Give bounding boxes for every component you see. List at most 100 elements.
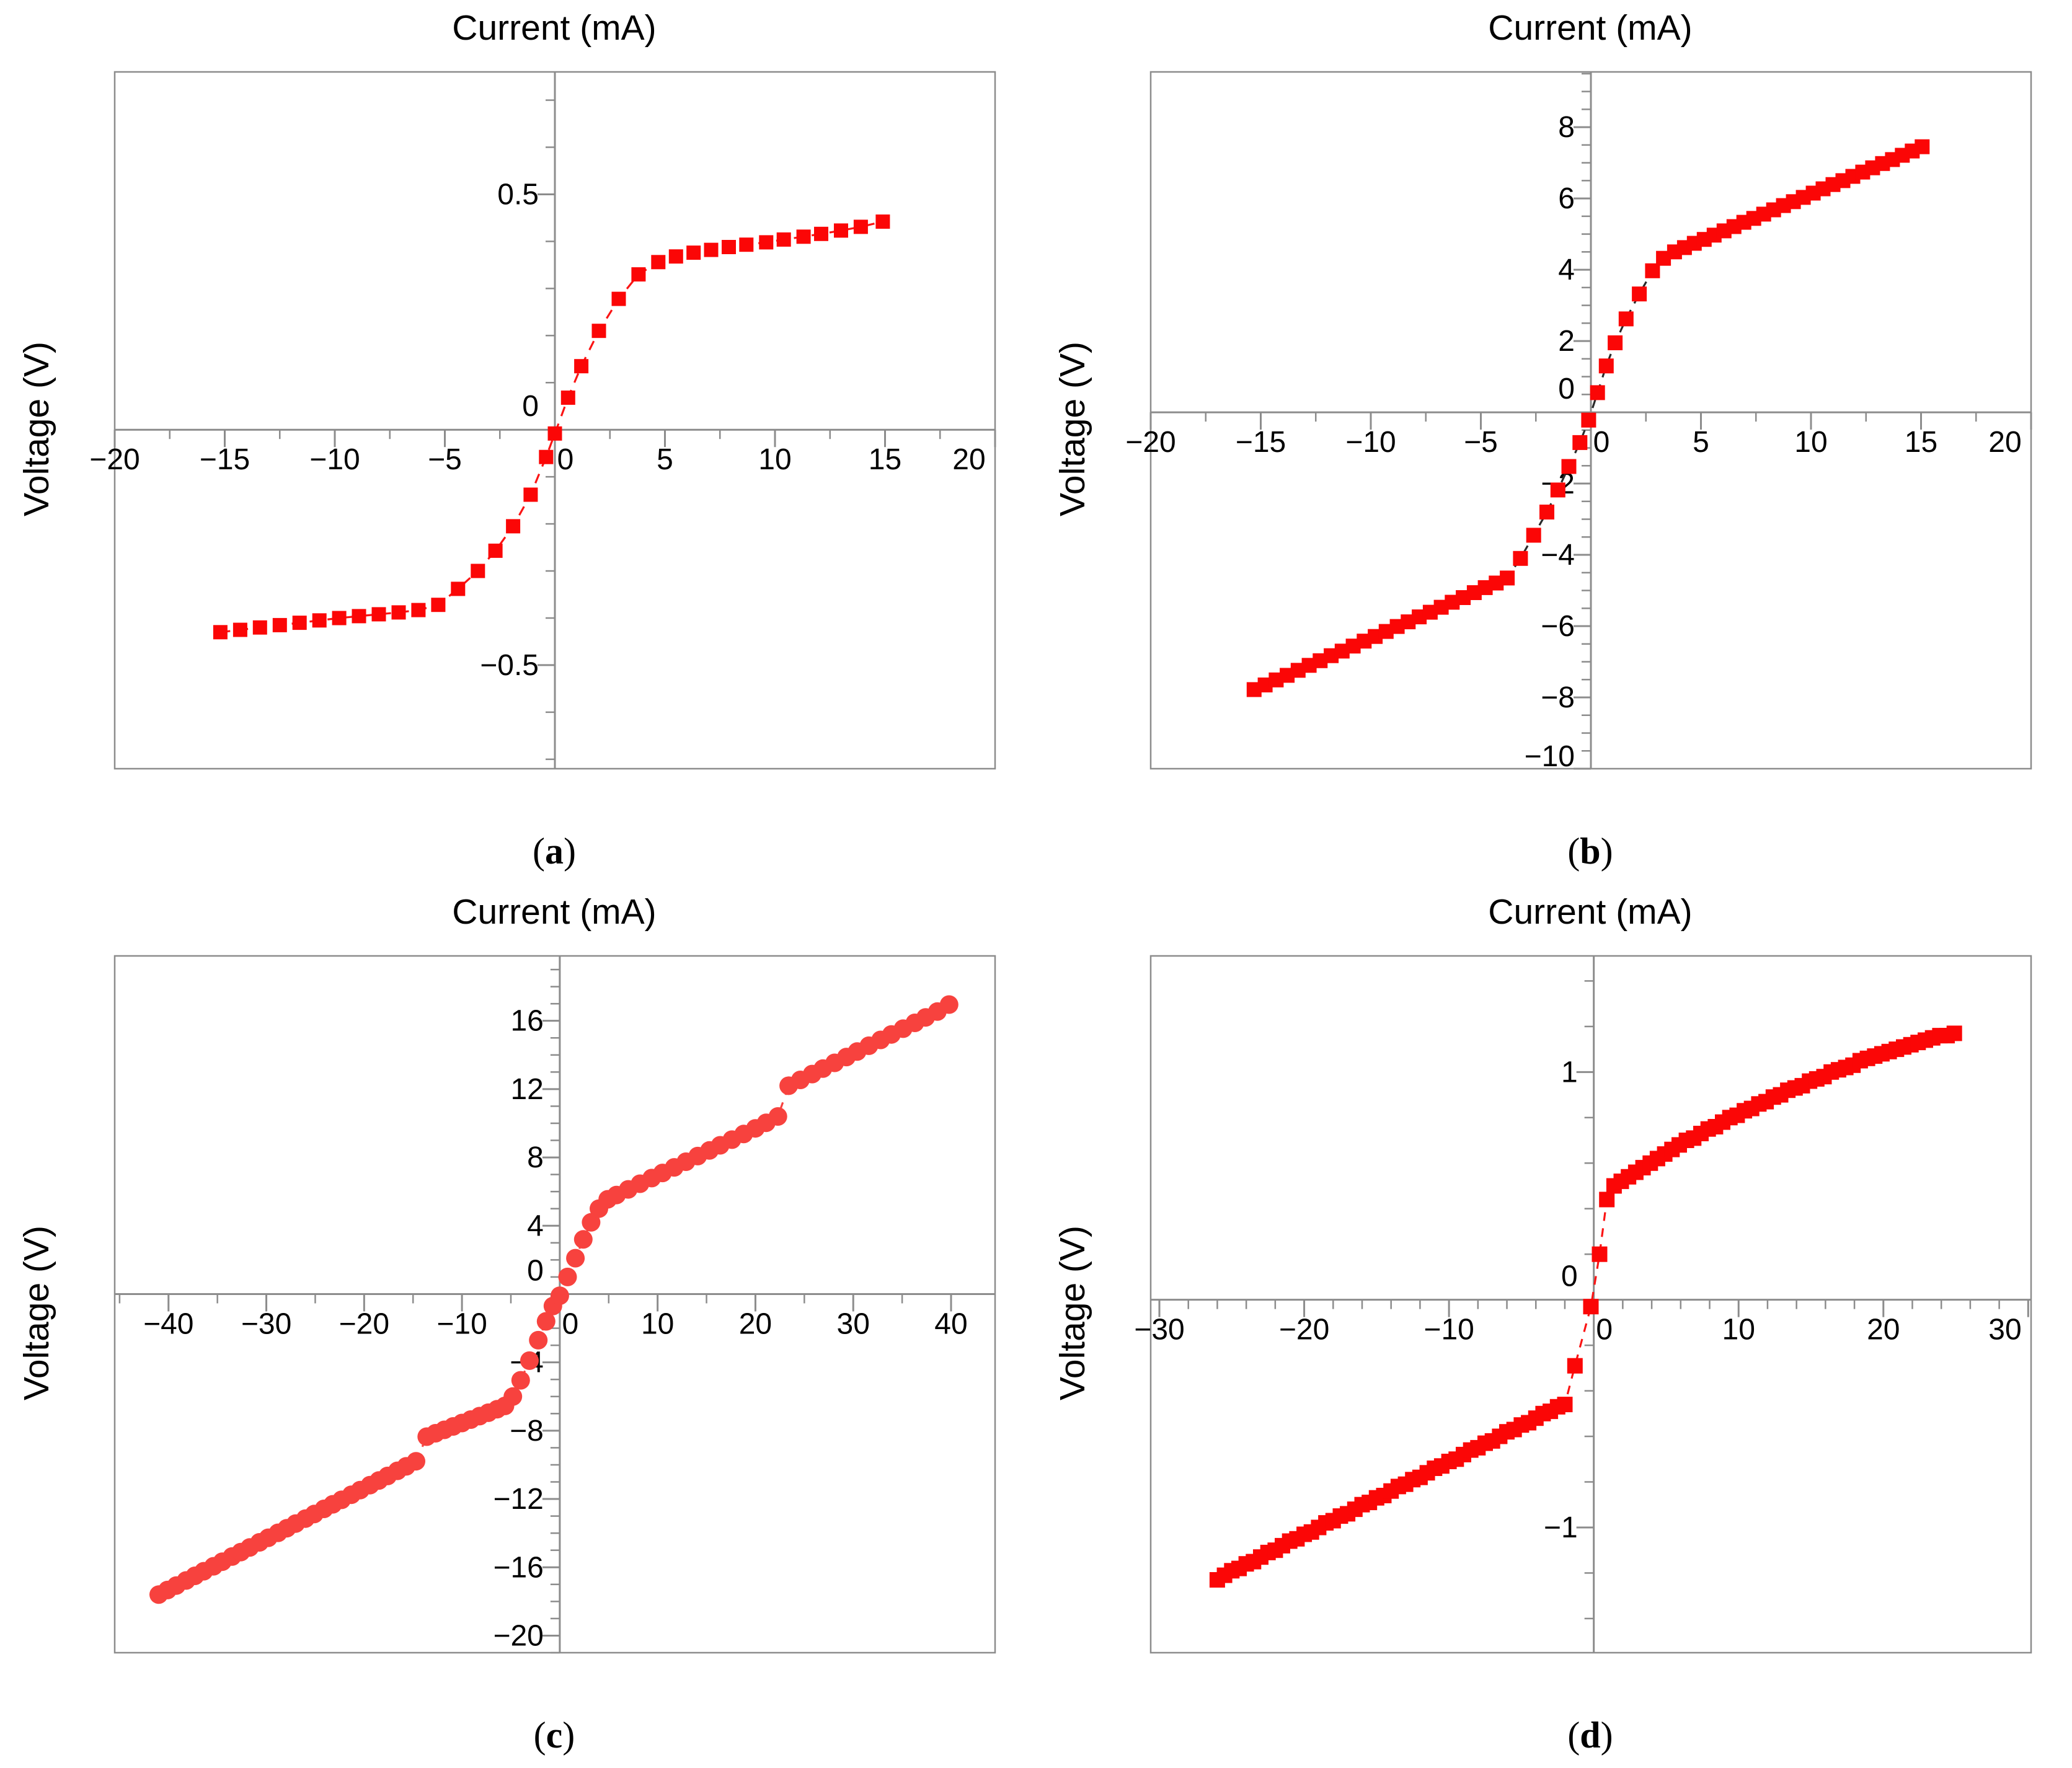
data-point xyxy=(853,219,868,234)
data-point xyxy=(560,391,575,405)
x-tick-label: −10 xyxy=(1423,1314,1474,1346)
caption-letter: b xyxy=(1580,831,1601,872)
y-tick-label: 0 xyxy=(1558,373,1575,405)
x-tick-label: −20 xyxy=(89,443,139,476)
data-point xyxy=(371,607,386,622)
data-point xyxy=(550,1286,569,1306)
data-point xyxy=(1915,139,1930,154)
data-point xyxy=(768,1107,787,1126)
data-point xyxy=(573,1230,593,1249)
data-point xyxy=(1500,570,1515,586)
y-tick-label: −8 xyxy=(510,1415,544,1448)
y-axis-label: Voltage (V) xyxy=(1053,1225,1092,1400)
panel-caption: (a) xyxy=(533,830,576,873)
data-point xyxy=(523,487,538,502)
y-tick-label: −16 xyxy=(493,1551,543,1584)
data-point xyxy=(566,1249,585,1268)
x-tick-label: 10 xyxy=(641,1307,674,1340)
x-tick-label: 5 xyxy=(1693,426,1709,459)
data-point xyxy=(547,426,562,441)
y-tick-label: 4 xyxy=(527,1209,544,1242)
plot-c: −40−30−20−10010203040−20−16−12−8−4048121… xyxy=(113,955,996,1654)
panel-caption: (d) xyxy=(1567,1714,1613,1757)
data-point xyxy=(232,622,247,637)
data-point xyxy=(1513,550,1528,566)
data-point xyxy=(451,581,466,596)
x-tick-label: 10 xyxy=(1722,1314,1755,1346)
data-series xyxy=(149,995,959,1604)
caption-close: ) xyxy=(1600,831,1613,872)
data-point xyxy=(312,613,327,628)
y-tick-label: −1 xyxy=(1544,1511,1578,1544)
data-point xyxy=(503,1387,523,1406)
data-point xyxy=(506,519,521,534)
x-tick-label: 10 xyxy=(758,443,791,476)
panel-caption: (b) xyxy=(1567,830,1613,873)
data-point xyxy=(1590,385,1605,400)
y-tick-label: −6 xyxy=(1541,610,1575,643)
data-point xyxy=(558,1267,577,1286)
plot-box xyxy=(1149,955,2032,1654)
y-tick-label: 0 xyxy=(527,1254,544,1287)
x-tick-label: 20 xyxy=(739,1307,772,1340)
caption-close: ) xyxy=(562,1715,575,1756)
x-tick-label: 20 xyxy=(952,443,985,476)
data-point xyxy=(292,616,307,630)
y-tick-label: 2 xyxy=(1558,325,1575,358)
data-point xyxy=(582,1213,601,1232)
data-point xyxy=(252,620,267,635)
data-point xyxy=(213,625,228,640)
data-point xyxy=(1645,263,1660,278)
data-point xyxy=(574,359,589,374)
data-point xyxy=(1618,311,1634,327)
data-point xyxy=(611,291,626,306)
caption-open: ( xyxy=(533,831,545,872)
x-tick-label: −5 xyxy=(1464,426,1498,459)
y-tick-label: 16 xyxy=(510,1005,543,1038)
plot-d: −30 −20 −10 0 10 20 30−101 xyxy=(1134,955,2032,1654)
data-point xyxy=(539,449,554,464)
data-point xyxy=(1608,335,1623,350)
data-point xyxy=(796,229,811,244)
x-tick-label: 0 xyxy=(1593,426,1610,459)
data-series xyxy=(1246,139,1930,697)
data-point xyxy=(536,1312,556,1331)
data-point xyxy=(591,324,606,338)
data-point xyxy=(1592,1246,1608,1262)
x-tick-label: −20 xyxy=(1279,1314,1329,1346)
caption-open: ( xyxy=(1567,831,1580,872)
data-point xyxy=(1599,1191,1615,1208)
y-axis-label: Voltage (V) xyxy=(1053,341,1092,516)
y-tick-label: −4 xyxy=(1541,539,1575,572)
data-point xyxy=(488,543,503,558)
data-point xyxy=(1598,358,1614,374)
data-point xyxy=(1550,482,1565,498)
caption-close: ) xyxy=(1600,1715,1613,1756)
data-point xyxy=(739,237,754,252)
data-point xyxy=(704,242,719,257)
y-tick-label: 8 xyxy=(527,1141,544,1174)
x-tick-label: 30 xyxy=(1988,1314,2021,1346)
x-tick-label: 5 xyxy=(657,443,673,476)
caption-close: ) xyxy=(563,831,576,872)
plot-a: −20 −15 −10 −5 0 5 10 15 20 −0.5 0 0.5 xyxy=(89,71,996,770)
data-point xyxy=(686,245,701,260)
data-point xyxy=(1583,1299,1599,1315)
chart-title: Current (mA) xyxy=(452,892,657,932)
data-point xyxy=(776,232,791,247)
data-series xyxy=(1209,1025,1962,1588)
data-point xyxy=(1946,1025,1962,1041)
x-tick-label: −30 xyxy=(241,1307,291,1340)
data-point xyxy=(834,223,848,238)
data-point xyxy=(1526,528,1541,543)
y-tick-label: −20 xyxy=(493,1619,543,1652)
data-point xyxy=(352,609,366,624)
chart-title: Current (mA) xyxy=(1488,8,1693,48)
x-tick-label: 30 xyxy=(837,1307,870,1340)
data-point xyxy=(1539,505,1554,519)
x-tick-label: 15 xyxy=(1905,426,1937,459)
data-point xyxy=(1567,1358,1583,1374)
